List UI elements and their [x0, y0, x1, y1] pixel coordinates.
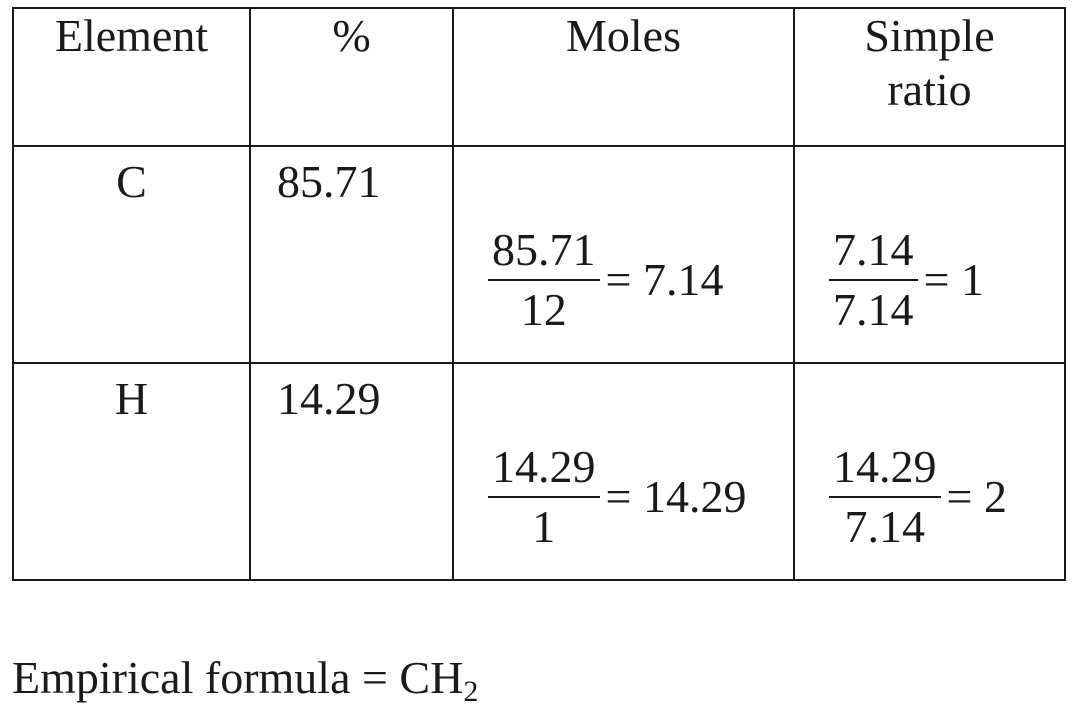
percent-cell: 85.71 — [249, 145, 454, 364]
empirical-formula-table: Element % Moles Simple ratio C 85.71 85.… — [12, 7, 1066, 581]
ratio-fraction: 14.29 7.14 — [829, 442, 941, 552]
formula-subscript: 2 — [463, 675, 479, 708]
header-moles: Moles — [452, 7, 795, 147]
ratio-numerator: 14.29 — [833, 441, 937, 492]
header-percent: % — [249, 7, 454, 147]
percent-value: 14.29 — [277, 373, 381, 424]
moles-result: = 7.14 — [605, 254, 724, 305]
header-row: Element % Moles Simple ratio — [12, 7, 1066, 147]
moles-numerator: 14.29 — [492, 441, 596, 492]
moles-denominator: 12 — [520, 284, 567, 335]
moles-result: = 14.29 — [605, 471, 747, 522]
moles-fraction: 14.29 1 — [488, 442, 600, 552]
percent-value: 85.71 — [277, 156, 381, 207]
ratio-numerator: 7.14 — [833, 224, 914, 275]
ratio-fraction: 7.14 7.14 — [829, 225, 918, 335]
ratio-result: = 2 — [946, 471, 1007, 522]
element-symbol: H — [114, 373, 149, 424]
fraction-bar — [829, 496, 941, 498]
ratio-expression: 14.29 7.14 = 2 — [829, 442, 1007, 552]
ratio-denominator: 7.14 — [833, 284, 914, 335]
table-row: C 85.71 85.71 12 = 7.14 7.14 7.14 — [12, 145, 1066, 364]
ratio-cell: 14.29 7.14 = 2 — [793, 362, 1066, 581]
moles-expression: 14.29 1 = 14.29 — [488, 442, 746, 552]
percent-cell: 14.29 — [249, 362, 454, 581]
empirical-formula-line: Empirical formula = CH2 — [12, 650, 479, 708]
fraction-bar — [829, 279, 918, 281]
header-simple-ratio: Simple ratio — [793, 7, 1066, 147]
element-symbol: C — [116, 156, 147, 207]
fraction-bar — [488, 496, 600, 498]
table-row: H 14.29 14.29 1 = 14.29 14.29 7.14 — [12, 362, 1066, 581]
header-element: Element — [12, 7, 251, 147]
moles-cell: 85.71 12 = 7.14 — [452, 145, 795, 364]
ratio-expression: 7.14 7.14 = 1 — [829, 225, 984, 335]
element-cell: H — [12, 362, 251, 581]
moles-denominator: 1 — [532, 501, 556, 552]
ratio-denominator: 7.14 — [844, 501, 926, 552]
ratio-cell: 7.14 7.14 = 1 — [793, 145, 1066, 364]
ratio-result: = 1 — [923, 254, 984, 305]
fraction-bar — [488, 279, 600, 281]
moles-fraction: 85.71 12 — [488, 225, 600, 335]
moles-cell: 14.29 1 = 14.29 — [452, 362, 795, 581]
moles-expression: 85.71 12 = 7.14 — [488, 225, 723, 335]
moles-numerator: 85.71 — [492, 224, 596, 275]
empirical-formula-label: Empirical formula = CH — [12, 652, 464, 703]
element-cell: C — [12, 145, 251, 364]
